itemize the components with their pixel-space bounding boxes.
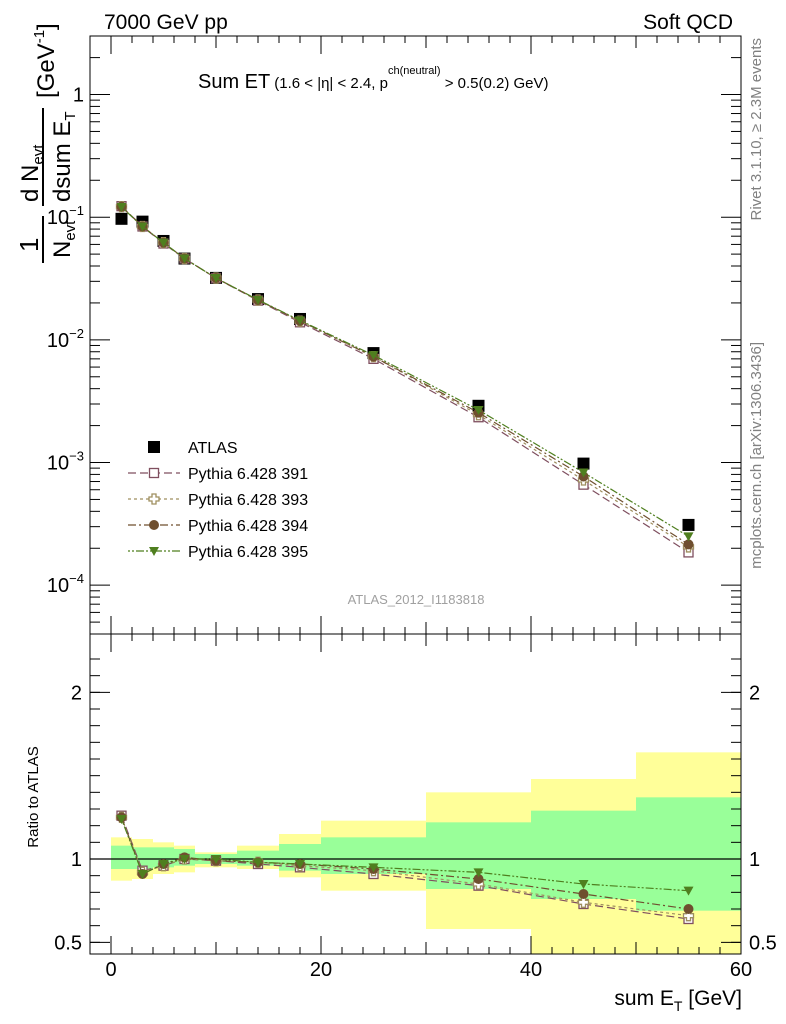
main-y-tick-label: 1 xyxy=(73,85,84,107)
plot-title-cond-a: (1.6 < |η| < 2.4, p xyxy=(274,75,388,92)
main-point xyxy=(682,518,695,531)
x-tick-label: 60 xyxy=(730,959,752,981)
ratio-series-3 xyxy=(116,815,694,896)
ratio-y-tick-label: 0.5 xyxy=(54,932,82,954)
ratio-y-axis-label: Ratio to ATLAS xyxy=(25,746,42,847)
main-point xyxy=(211,274,221,284)
header-right-label: Soft QCD xyxy=(643,11,733,34)
ratio-band-inner xyxy=(111,845,132,869)
ratio-axes: 0.5 0.51 12 20 20 40 60 xyxy=(54,634,777,981)
x-tick-label: 0 xyxy=(105,959,116,981)
ratio-y-tick-label-right: 2 xyxy=(749,682,760,704)
legend-marker xyxy=(149,520,159,530)
main-point xyxy=(158,238,169,248)
ratio-point xyxy=(368,863,379,873)
ratio-point xyxy=(253,858,263,868)
header-left-label: 7000 GeV pp xyxy=(104,11,228,34)
legend-label: Pythia 6.428 393 xyxy=(188,492,308,509)
ratio-panel: 0.5 0.51 12 20 20 40 60 Ratio to ATLAS sum ET … xyxy=(25,633,777,1014)
main-point xyxy=(116,203,127,213)
main-y-tick-label: 10−3 xyxy=(47,449,84,475)
ylabel-n: Nevt xyxy=(49,220,79,258)
ratio-point xyxy=(158,860,169,869)
legend-label: ATLAS xyxy=(188,440,238,457)
main-y-tick-label: 10−1 xyxy=(47,203,84,229)
ylabel-one: 1 xyxy=(14,238,44,252)
legend-marker xyxy=(148,441,160,453)
ylabel-dn: d Nevt xyxy=(17,144,47,202)
ratio-point xyxy=(116,815,127,824)
main-series-line xyxy=(121,206,689,548)
ratio-point xyxy=(578,889,589,899)
legend-marker xyxy=(148,493,160,505)
rivet-version-label: Rivet 3.1.10, ≥ 2.3M events xyxy=(748,38,765,221)
main-point xyxy=(137,222,148,232)
main-y-tick-label: 10−4 xyxy=(47,571,84,597)
plot-title: Sum ET (1.6 < |η| < 2.4, pch(neutral) > 0… xyxy=(198,65,549,93)
main-plot-area xyxy=(115,200,695,558)
main-series-line xyxy=(121,206,689,537)
ratio-y-tick-label-right: 1 xyxy=(749,849,760,871)
main-y-axis-label: 1 Nevt d Nevt dsum ET [GeV-1] xyxy=(14,23,79,263)
ylabel-dsum: dsum ET xyxy=(49,111,79,202)
ratio-band-inner xyxy=(132,847,153,869)
ratio-point xyxy=(211,855,221,864)
ratio-point xyxy=(578,880,589,889)
ratio-point xyxy=(683,904,694,914)
main-point xyxy=(683,539,694,550)
legend-label: Pythia 6.428 395 xyxy=(188,544,308,561)
legend-label: Pythia 6.428 391 xyxy=(188,466,308,483)
ratio-point xyxy=(682,910,695,922)
ratio-plot-area xyxy=(90,752,741,954)
watermark-analysis-id: ATLAS_2012_I1183818 xyxy=(348,592,485,607)
ratio-point xyxy=(473,868,484,878)
x-tick-label: 40 xyxy=(520,959,542,981)
plot-title-cond-b: > 0.5(0.2) GeV) xyxy=(441,75,549,92)
ratio-y-tick-label: 1 xyxy=(71,849,82,871)
ratio-point xyxy=(137,870,148,879)
main-y-tick-label: 10−2 xyxy=(47,326,84,352)
legend-label: Pythia 6.428 394 xyxy=(188,518,308,535)
main-point xyxy=(577,457,590,470)
plot-title-sup: ch(neutral) xyxy=(388,65,441,77)
legend: ATLAS Pythia 6.428 391 Pythia 6.428 393 Pyt… xyxy=(128,440,308,561)
main-point xyxy=(179,254,190,264)
ylabel-unit: [GeV-1] xyxy=(31,23,60,98)
ratio-panel-frame xyxy=(89,633,742,955)
ratio-point xyxy=(295,860,305,869)
main-point xyxy=(368,351,379,361)
ratio-point xyxy=(683,886,694,896)
x-axis-label: sum ET [GeV] xyxy=(614,987,742,1014)
main-point xyxy=(683,532,694,542)
legend-marker xyxy=(149,547,159,556)
main-point xyxy=(473,406,484,416)
ratio-point xyxy=(577,896,590,908)
main-panel: 110−110−210−310−4 Sum ET (1.6 < |η| < 2.4… xyxy=(14,23,742,635)
main-point xyxy=(253,295,263,305)
main-series-4 xyxy=(116,203,694,542)
main-axes: 1 10−1 10−2 10−3 10−4 xyxy=(47,35,742,635)
main-point xyxy=(295,316,305,326)
plot-title-main: Sum ET xyxy=(198,71,270,93)
main-point xyxy=(115,212,128,225)
x-tick-label: 20 xyxy=(310,959,332,981)
main-series-line xyxy=(121,205,689,553)
legend-marker xyxy=(148,467,160,479)
main-point xyxy=(578,468,589,478)
ratio-y-tick-label: 2 xyxy=(71,682,82,704)
mcplots-label: mcplots.cern.ch [arXiv:1306.3436] xyxy=(748,342,765,569)
ratio-point xyxy=(179,855,190,864)
ratio-y-tick-label-right: 0.5 xyxy=(749,932,777,954)
ratio-point xyxy=(473,874,484,884)
